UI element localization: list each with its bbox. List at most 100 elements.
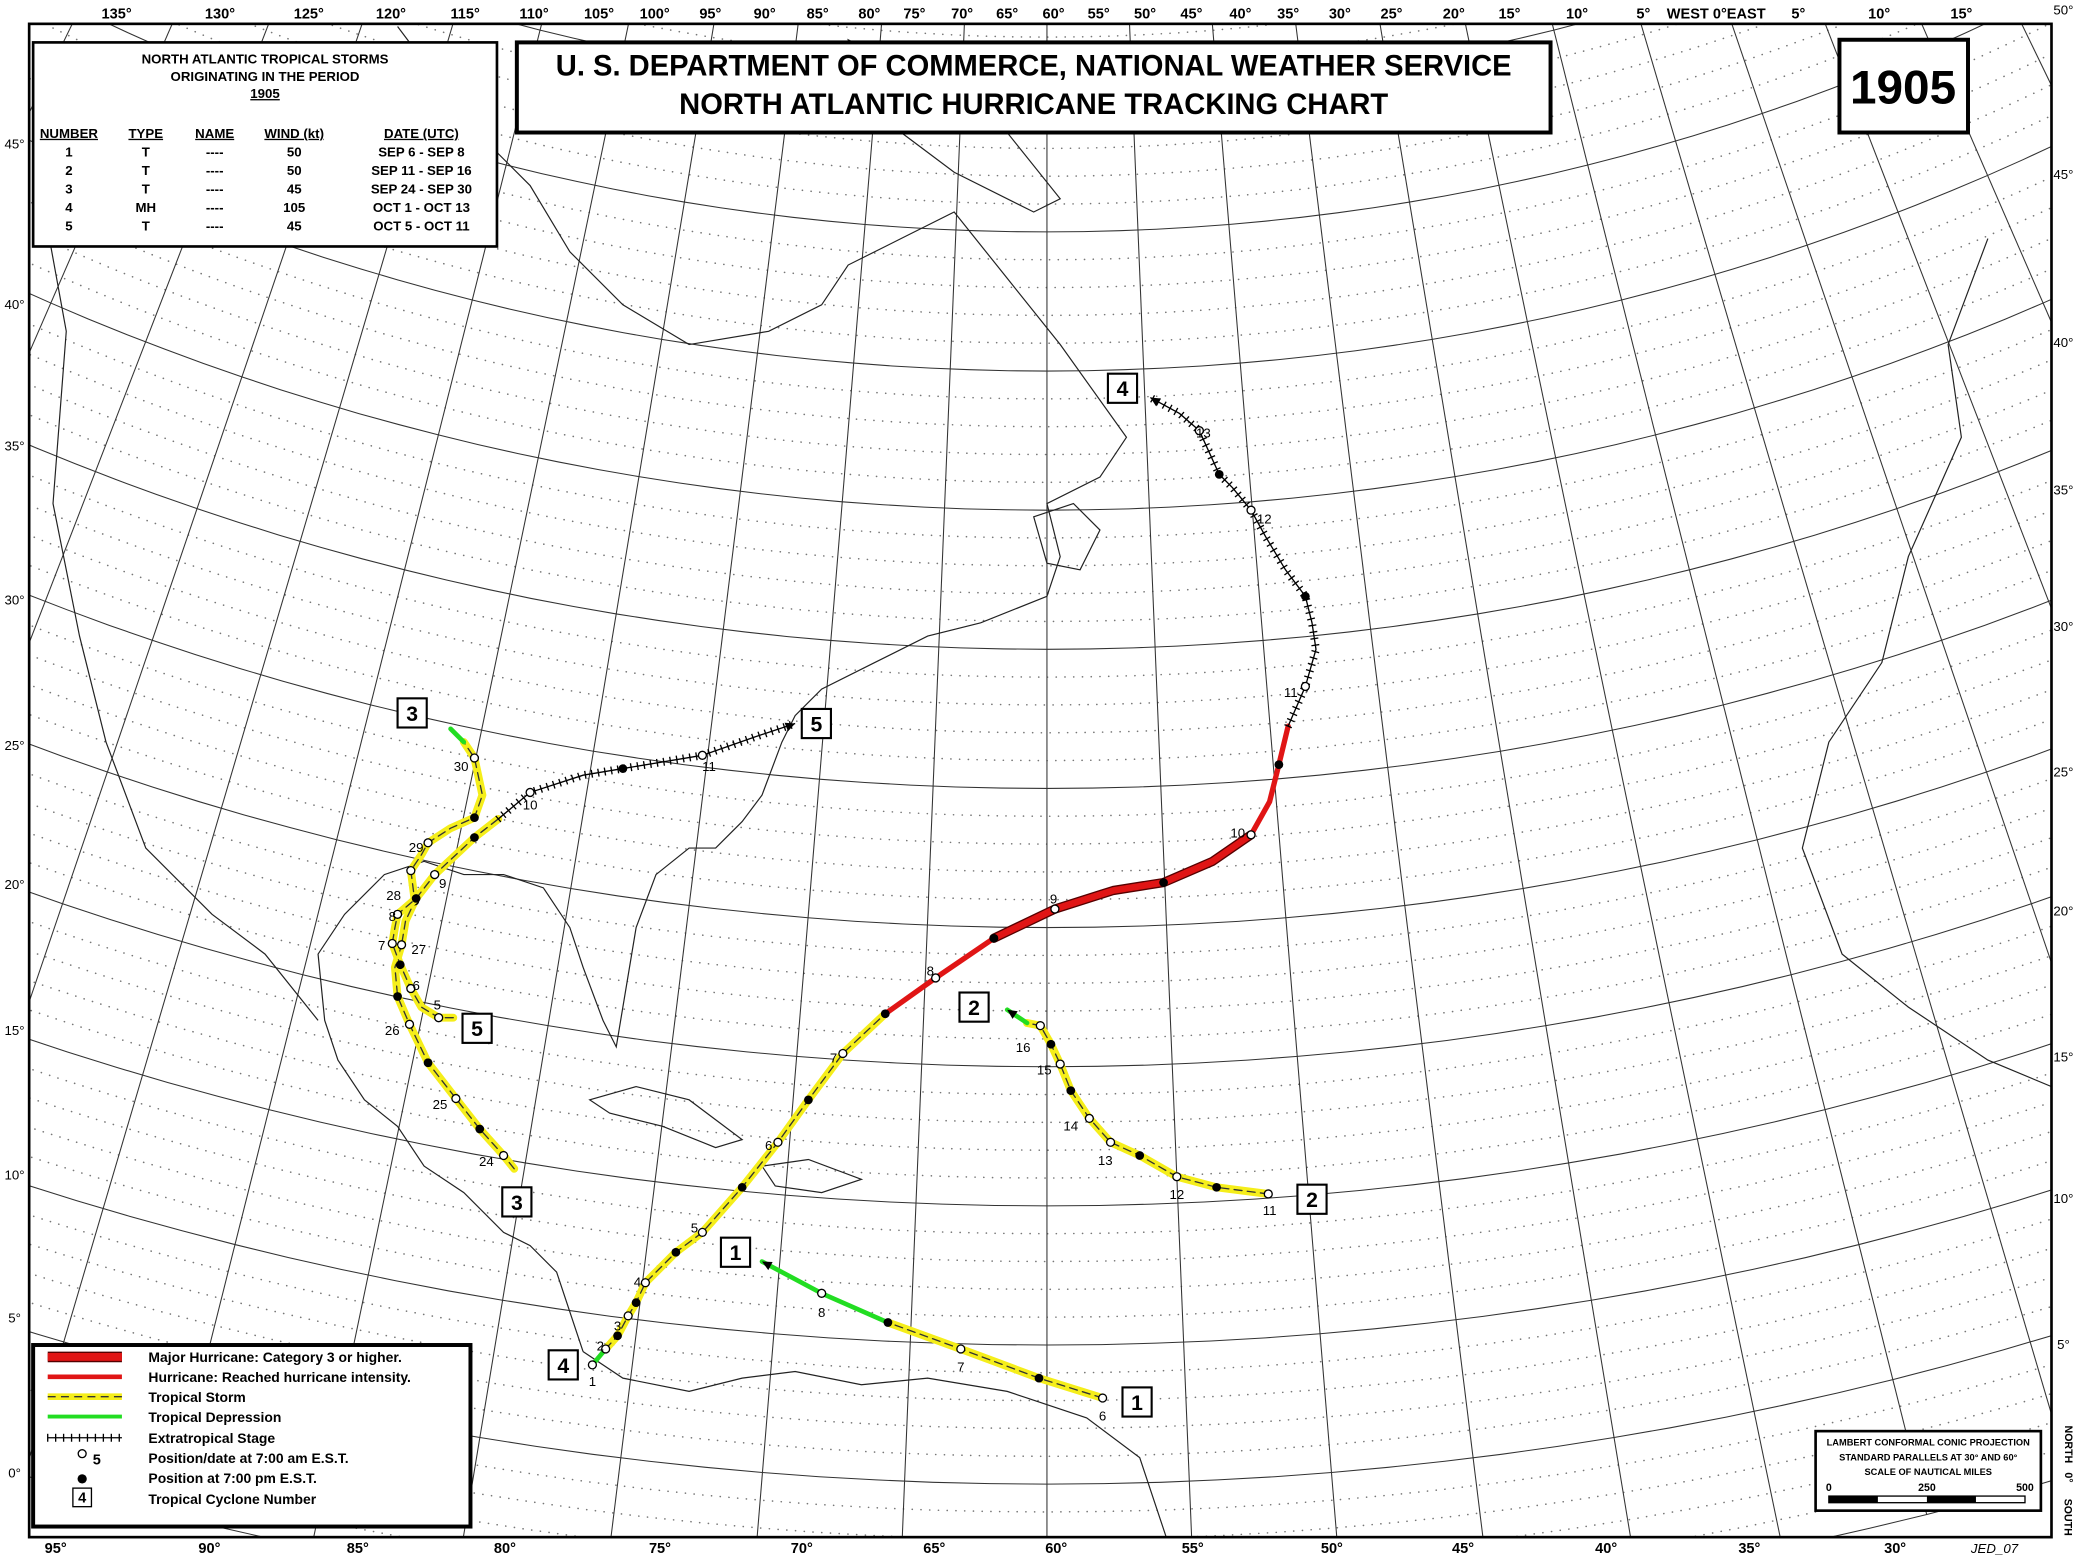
latitude-label: 10° [5, 1167, 25, 1182]
storm-number: 2 [1306, 1189, 1318, 1212]
extratropical-tick [1238, 496, 1246, 503]
longitude-label: 10° [1566, 7, 1588, 23]
meridian [1640, 23, 2052, 1417]
longitude-label: 65° [996, 7, 1018, 23]
extratropical-tick [1307, 617, 1316, 621]
scale-tick-label: 0 [1826, 1482, 1832, 1494]
pm-position [1066, 1086, 1076, 1095]
date-label: 10 [1230, 825, 1245, 840]
year: 1905 [1850, 61, 1956, 114]
extratropical-tick [1202, 442, 1210, 448]
longitude-label: 55° [1088, 7, 1110, 23]
meridian [1731, 23, 2052, 965]
longitude-label: 60° [1043, 7, 1065, 23]
longitude-label: 75° [903, 7, 925, 23]
date-label: 5 [434, 998, 441, 1013]
am-position [498, 1150, 509, 1161]
pm-position [423, 1058, 433, 1068]
table-cell: 4 [65, 200, 73, 215]
legend-am-icon [77, 1449, 87, 1459]
meridian [1295, 23, 1484, 1538]
extratropical-tick [738, 738, 743, 746]
extratropical-tick [1256, 524, 1265, 530]
legend-item: Major Hurricane: Category 3 or higher. [148, 1349, 401, 1365]
legend: 5 4 Major Hurricane: Category 3 or higher.… [47, 1349, 411, 1508]
date-label: 27 [411, 942, 426, 957]
am-position [1097, 1393, 1108, 1403]
am-position [587, 1360, 598, 1370]
date-label: 9 [439, 876, 446, 891]
extratropical-tick [629, 763, 633, 772]
legend-pm-icon [77, 1474, 87, 1484]
extratropical-tick [1173, 407, 1179, 416]
legend-number-icon [72, 1487, 93, 1508]
meridian [29, 23, 270, 645]
pm-position [470, 813, 479, 822]
extratropical-tick [682, 754, 685, 763]
extratropical-tick [668, 756, 672, 765]
pm-position [393, 992, 402, 1001]
table-cell: ---- [206, 163, 224, 178]
extratropical-tick [1250, 513, 1258, 519]
date-label: 1 [589, 1374, 596, 1389]
meridian [1464, 23, 1781, 1538]
table-cell: SEP 6 - SEP 8 [378, 144, 464, 159]
am-position [423, 838, 433, 848]
meridian [756, 23, 883, 1538]
longitude-label: 90° [198, 1541, 220, 1557]
meridian [901, 23, 965, 1538]
extratropical-tick [1178, 411, 1185, 419]
longitude-label: 15° [1498, 7, 1520, 23]
am-position [396, 940, 407, 950]
date-label: 14 [1063, 1118, 1078, 1133]
table-cell: MH [135, 200, 156, 215]
storm-number-box [396, 697, 428, 729]
longitude-label: 70° [791, 1541, 813, 1557]
latitude-label: 40° [5, 297, 25, 312]
am-position [1246, 505, 1256, 515]
longitude-label: 45° [1452, 1541, 1474, 1557]
year-box [1837, 37, 1970, 135]
extratropical-tick [726, 742, 730, 751]
extratropical-tick [515, 798, 522, 806]
north-south-label: SOUTH [2062, 1499, 2074, 1536]
date-label: 11 [1284, 685, 1298, 700]
longitude-label: 40° [1229, 7, 1251, 23]
latitude-label: 30° [2053, 619, 2073, 634]
date-label: 6 [1099, 1409, 1106, 1424]
north-south-label: 0° [2062, 1472, 2074, 1482]
table-header: TYPE [128, 126, 163, 141]
extratropical-tick [1284, 723, 1293, 729]
extratropical-tick [1276, 558, 1285, 565]
extratropical-tick [505, 806, 512, 814]
meridian [462, 23, 715, 1538]
storm-number-box [958, 991, 990, 1023]
longitude-label: 100° [640, 7, 670, 23]
longitude-label: 85° [807, 7, 829, 23]
table-cell: 2 [65, 163, 72, 178]
am-position [1263, 1189, 1273, 1199]
table-cell: 50 [287, 163, 302, 178]
extratropical-tick [1311, 643, 1320, 647]
extratropical-tick [707, 748, 712, 757]
extratropical-tick [1294, 699, 1303, 705]
am-position [434, 1013, 444, 1023]
projection-line: LAMBERT CONFORMAL CONIC PROJECTION [1827, 1438, 2030, 1448]
table-title: 1905 [250, 86, 279, 101]
pm-position [475, 1124, 485, 1134]
extratropical-tick [510, 802, 517, 810]
extratropical-tick [655, 758, 659, 767]
extratropical-tick [1183, 415, 1190, 423]
extratropical-tick [642, 760, 646, 770]
meridian [29, 23, 363, 1004]
extratropical-tick [1266, 541, 1275, 548]
extratropical-tick [1295, 585, 1304, 592]
pm-position [804, 1095, 813, 1105]
extratropical-tick [1288, 575, 1296, 581]
extratropical-tick [1259, 530, 1268, 536]
table-cell: 45 [287, 219, 302, 234]
table-cell: SEP 11 - SEP 16 [371, 163, 471, 178]
extratropical-tick [603, 767, 607, 776]
extratropical-tick [751, 733, 755, 742]
